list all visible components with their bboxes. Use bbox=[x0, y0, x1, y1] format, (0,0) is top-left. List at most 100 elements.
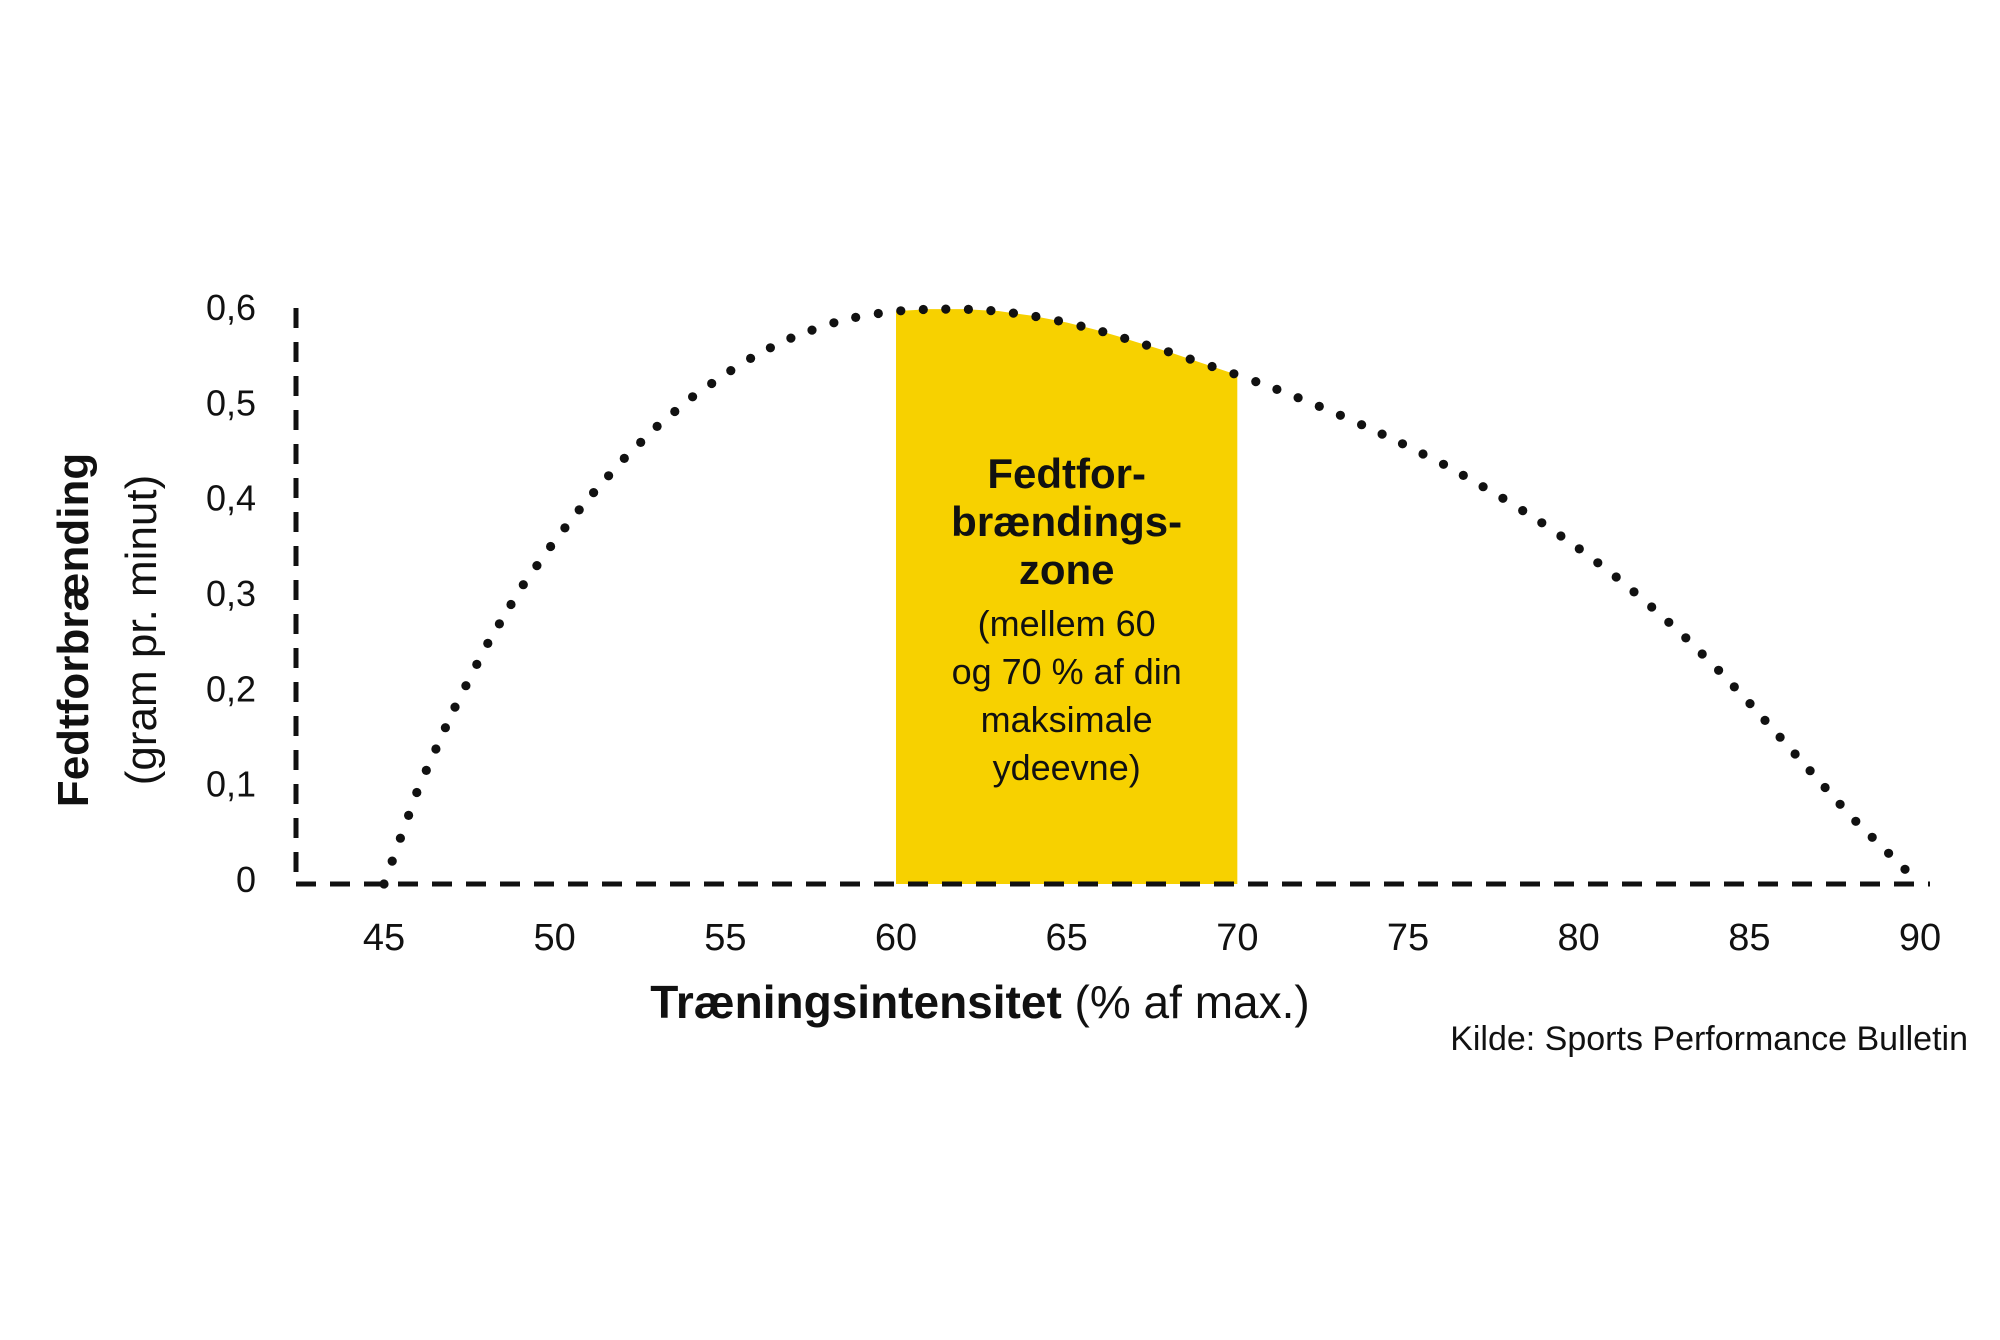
x-axis-title-bold: Træningsintensitet bbox=[650, 976, 1061, 1028]
zone-title-line: Fedtfor- bbox=[987, 450, 1146, 497]
curve-point bbox=[1760, 715, 1770, 726]
zone-body-line: (mellem 60 bbox=[978, 603, 1156, 644]
curve-point bbox=[765, 343, 776, 353]
curve-point bbox=[1745, 699, 1755, 709]
curve-point bbox=[1775, 732, 1785, 742]
curve-point bbox=[918, 304, 928, 315]
curve-point bbox=[1458, 470, 1468, 480]
y-tick-label: 0,6 bbox=[206, 287, 256, 328]
zone-body-line: ydeevne) bbox=[993, 747, 1141, 788]
curve-point bbox=[786, 333, 796, 343]
curve-point bbox=[941, 304, 951, 314]
curve-point bbox=[1556, 531, 1566, 541]
curve-point bbox=[873, 308, 883, 319]
curve-point bbox=[829, 318, 839, 328]
curve-point bbox=[1357, 420, 1367, 430]
curve-point bbox=[1185, 354, 1195, 364]
curve-point bbox=[1120, 333, 1130, 343]
x-tick-label: 80 bbox=[1558, 917, 1600, 959]
curve-point bbox=[1884, 848, 1894, 858]
curve-point bbox=[589, 488, 599, 498]
x-axis-title: Træningsintensitet (% af max.) bbox=[650, 976, 1309, 1028]
curve-point bbox=[670, 406, 680, 417]
curve-point bbox=[1397, 439, 1408, 449]
curve-point bbox=[896, 306, 906, 316]
y-tick-label: 0 bbox=[236, 859, 256, 900]
curve-point bbox=[483, 638, 493, 649]
x-tick-label: 55 bbox=[704, 917, 746, 959]
curve-point bbox=[963, 304, 974, 314]
curve-point bbox=[1207, 361, 1217, 372]
curve-point bbox=[431, 744, 441, 754]
curve-point bbox=[1141, 340, 1152, 350]
y-tick-label: 0,5 bbox=[206, 382, 256, 423]
zone-annotation: Fedtfor-brændings-zone (mellem 60 og 70 % … bbox=[951, 450, 1182, 788]
curve-point bbox=[1611, 572, 1621, 582]
y-tick-label: 0,3 bbox=[206, 573, 256, 614]
curve-point bbox=[546, 541, 556, 552]
zone-body-line: og 70 % af din bbox=[952, 651, 1182, 692]
x-tick-label: 60 bbox=[875, 917, 917, 959]
y-tick-label: 0,2 bbox=[206, 668, 256, 709]
curve-point bbox=[1478, 482, 1488, 492]
curve-point bbox=[1729, 682, 1739, 692]
curve-point bbox=[1697, 649, 1707, 659]
curve-point bbox=[636, 437, 646, 447]
curve-point bbox=[404, 810, 414, 821]
curve-point bbox=[395, 833, 405, 843]
curve-point bbox=[421, 765, 431, 776]
curve-point bbox=[1272, 384, 1282, 394]
curve-point bbox=[1537, 518, 1547, 528]
curve-point bbox=[1714, 665, 1724, 675]
curve-point bbox=[1031, 311, 1041, 322]
curve-point bbox=[1008, 308, 1019, 318]
curve-point bbox=[1805, 766, 1815, 776]
curve-point bbox=[412, 787, 422, 798]
x-axis-title-unit: (% af max.) bbox=[1062, 976, 1310, 1028]
zone-area bbox=[896, 309, 1238, 885]
y-axis-title: Fedtforbrænding (gram pr. minut) bbox=[49, 453, 166, 807]
x-tick-label: 75 bbox=[1387, 917, 1429, 959]
curve-point bbox=[851, 312, 861, 322]
curve-point bbox=[472, 659, 482, 670]
curve-point bbox=[461, 681, 471, 691]
x-tick-label: 50 bbox=[534, 917, 576, 959]
zone-body-line: maksimale bbox=[981, 699, 1153, 740]
x-tick-label: 90 bbox=[1899, 917, 1941, 959]
curve-point bbox=[506, 599, 516, 610]
curve-point bbox=[1681, 633, 1691, 643]
curve-point bbox=[1574, 544, 1584, 554]
curve-point bbox=[652, 421, 662, 431]
curve-point bbox=[1251, 377, 1261, 387]
curve-point bbox=[604, 471, 614, 481]
curve-point bbox=[1647, 602, 1657, 612]
curve-point bbox=[532, 561, 542, 571]
curve-point bbox=[1314, 401, 1324, 411]
curve-point bbox=[1293, 393, 1303, 403]
curve-point bbox=[1835, 799, 1845, 809]
curve-point bbox=[726, 366, 736, 376]
curve-point bbox=[1593, 558, 1603, 568]
y-tick-labels: 0 0,1 0,2 0,3 0,4 0,5 0,6 bbox=[206, 287, 256, 900]
curve-point bbox=[1377, 429, 1387, 439]
curve-point bbox=[1664, 617, 1674, 627]
curve-point bbox=[1335, 410, 1345, 420]
curve-point bbox=[387, 856, 397, 866]
curve-point bbox=[1790, 749, 1800, 759]
y-tick-label: 0,1 bbox=[206, 764, 256, 805]
curve-point bbox=[518, 580, 528, 590]
curve-point bbox=[707, 378, 717, 389]
curve-point bbox=[1900, 864, 1910, 874]
curve-point bbox=[619, 453, 629, 463]
curve-point bbox=[1438, 459, 1449, 469]
curve-point bbox=[986, 306, 996, 316]
curve-point bbox=[1518, 506, 1528, 516]
curve-point bbox=[1867, 832, 1877, 842]
x-tick-label: 70 bbox=[1216, 917, 1258, 959]
x-tick-label: 45 bbox=[363, 917, 405, 959]
curve-point bbox=[746, 353, 756, 363]
curve-point bbox=[1498, 493, 1508, 503]
curve-point bbox=[1053, 316, 1064, 326]
zone-title-line: zone bbox=[1019, 546, 1115, 593]
